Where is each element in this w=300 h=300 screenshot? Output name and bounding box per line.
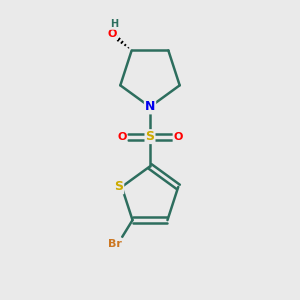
Text: Br: Br bbox=[108, 238, 122, 248]
Text: H: H bbox=[110, 19, 118, 29]
Text: N: N bbox=[145, 100, 155, 113]
Text: S: S bbox=[146, 130, 154, 143]
Text: O: O bbox=[117, 132, 127, 142]
Text: O: O bbox=[173, 132, 183, 142]
Text: O: O bbox=[108, 29, 117, 39]
Text: S: S bbox=[114, 180, 123, 194]
